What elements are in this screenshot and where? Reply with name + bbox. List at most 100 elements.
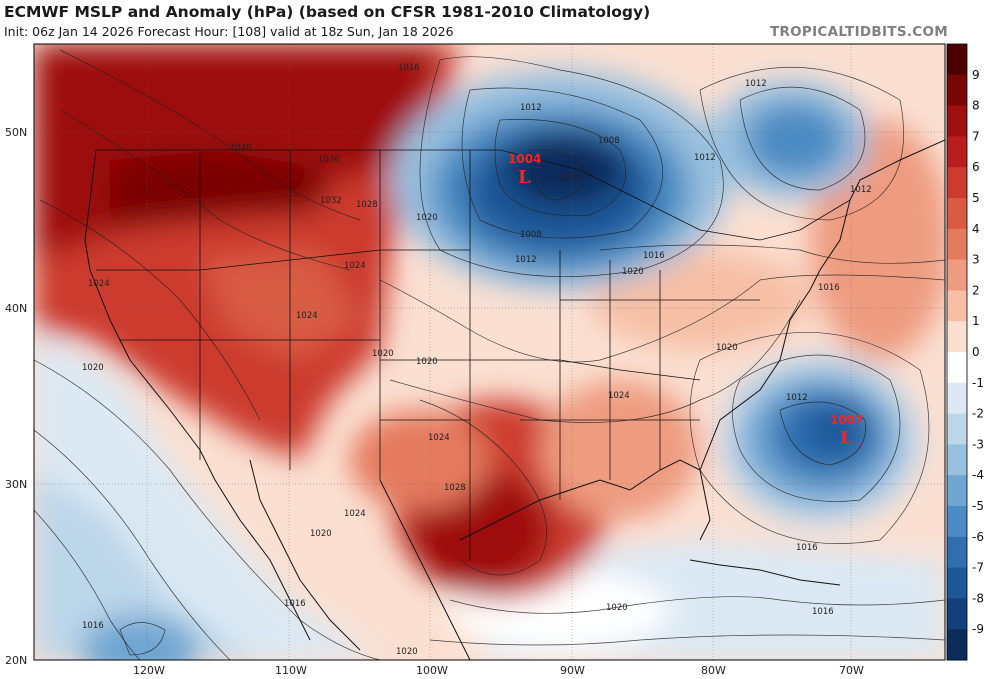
isobar-label: 1016 <box>818 283 840 293</box>
colorbar-swatch <box>947 413 967 445</box>
isobar-label: 1036 <box>318 155 340 165</box>
isobar-label: 1008 <box>598 136 620 146</box>
lat-label: 50N <box>5 126 27 139</box>
isobar-label: 1040 <box>230 143 252 153</box>
colorbar-labels: 9 8 7 6 5 4 3 2 1 0 -1 -2 -3 -4 -5 -6 -7 -8 -9 <box>972 68 984 636</box>
colorbar-swatch <box>947 105 967 137</box>
colorbar-swatch <box>947 382 967 415</box>
isobar-label: 1024 <box>344 261 366 271</box>
colorbar-label: -1 <box>972 376 984 390</box>
lat-label: 20N <box>5 654 27 667</box>
isobar-label: 1012 <box>520 103 542 113</box>
colorbar-swatch <box>947 444 967 476</box>
isobar-label: 1020 <box>396 647 418 657</box>
colorbar <box>946 43 968 661</box>
colorbar-label: 5 <box>972 191 980 205</box>
colorbar-swatch <box>947 290 967 322</box>
colorbar-swatch <box>947 44 967 76</box>
isobar-label: 1020 <box>372 349 394 359</box>
lon-label: 80W <box>701 664 726 677</box>
isobar-label: 1008 <box>520 230 542 240</box>
colorbar-label: -2 <box>972 407 984 421</box>
colorbar-label: -9 <box>972 622 984 636</box>
isobar-label: 1016 <box>82 621 104 631</box>
coastlines <box>84 139 945 660</box>
colorbar-swatch <box>947 536 967 569</box>
isobar-label: 1024 <box>428 433 450 443</box>
low-pressure-value: 1004 <box>508 152 541 166</box>
map-title: ECMWF MSLP and Anomaly (hPa) (based on C… <box>4 3 651 21</box>
isobar-label: 1012 <box>786 393 808 403</box>
isobar-label: 1012 <box>745 79 767 89</box>
colorbar-swatch <box>947 228 967 261</box>
isobar-label: 1016 <box>284 599 306 609</box>
colorbar-frame <box>946 43 968 661</box>
lon-label: 110W <box>275 664 307 677</box>
isobar-label: 1020 <box>82 363 104 373</box>
colorbar-swatch <box>947 598 967 630</box>
isobar-label: 1020 <box>310 529 332 539</box>
isobar-label: 1020 <box>622 267 644 277</box>
colorbar-label: 6 <box>972 160 980 174</box>
isobars <box>34 49 945 660</box>
colorbar-label: -3 <box>972 437 984 451</box>
colorbar-label: 4 <box>972 222 980 236</box>
low-pressure-letter: L <box>518 167 531 188</box>
low-pressure-center-1: 1004 L <box>508 152 541 188</box>
isobar-label: 1024 <box>296 311 318 321</box>
lat-label: 30N <box>5 478 27 491</box>
isobar-label: 1016 <box>812 607 834 617</box>
colorbar-swatch <box>947 136 967 168</box>
colorbar-swatch <box>947 74 967 107</box>
colorbar-label: 9 <box>972 68 980 82</box>
isobar-label: 1020 <box>716 343 738 353</box>
lon-label: 120W <box>133 664 165 677</box>
isobar-label: 1032 <box>320 196 342 206</box>
latitude-labels: 50N 40N 30N 20N <box>5 126 27 667</box>
colorbar-label: 8 <box>972 99 980 113</box>
lon-label: 70W <box>839 664 864 677</box>
colorbar-swatch <box>947 567 967 599</box>
map-subtitle: Init: 06z Jan 14 2026 Forecast Hour: [10… <box>4 24 454 39</box>
colorbar-label: 1 <box>972 314 980 328</box>
isobar-label: 1024 <box>88 279 110 289</box>
colorbar-label: -5 <box>972 499 984 513</box>
longitude-labels: 120W 110W 100W 90W 80W 70W <box>133 664 864 677</box>
colorbar-label: 2 <box>972 283 980 297</box>
isobar-label: 1020 <box>606 603 628 613</box>
colorbar-swatch <box>947 259 967 291</box>
isobar-label: 1004 <box>560 173 582 183</box>
isobar-label: 1016 <box>643 251 665 261</box>
isobar-label: 1016 <box>398 63 420 73</box>
isobar-label: 1020 <box>416 213 438 223</box>
isobar-label: 1028 <box>356 200 378 210</box>
anomaly-field <box>34 44 945 660</box>
colorbar-swatch <box>947 506 967 538</box>
colorbar-swatch <box>947 629 967 661</box>
colorbar-label: -7 <box>972 561 984 575</box>
colorbar-swatch <box>947 198 967 230</box>
isobar-label: 1012 <box>694 153 716 163</box>
isobar-label: 1012 <box>850 185 872 195</box>
low-pressure-letter: L <box>840 428 853 449</box>
lon-label: 100W <box>416 664 448 677</box>
isobar-label: 1024 <box>344 509 366 519</box>
isobar-label: 1016 <box>796 543 818 553</box>
colorbar-swatch <box>947 475 967 507</box>
colorbar-swatch <box>947 352 967 384</box>
lon-label: 90W <box>560 664 585 677</box>
colorbar-label: 3 <box>972 253 980 267</box>
colorbar-label: -6 <box>972 530 984 544</box>
colorbar-label: -8 <box>972 591 984 605</box>
colorbar-label: 7 <box>972 129 980 143</box>
low-pressure-center-2: 1007 L <box>830 413 863 449</box>
brand-logo-text: TROPICALTIDBITS.COM <box>769 24 948 40</box>
isobar-label: 1028 <box>444 483 466 493</box>
map-frame <box>33 43 946 661</box>
colorbar-label: 0 <box>972 345 980 359</box>
low-pressure-value: 1007 <box>830 413 863 427</box>
state-borders <box>96 149 851 560</box>
colorbar-label: -4 <box>972 468 984 482</box>
isobar-labels: 1016 1012 1008 1004 1008 1012 1012 1016 … <box>82 63 872 657</box>
